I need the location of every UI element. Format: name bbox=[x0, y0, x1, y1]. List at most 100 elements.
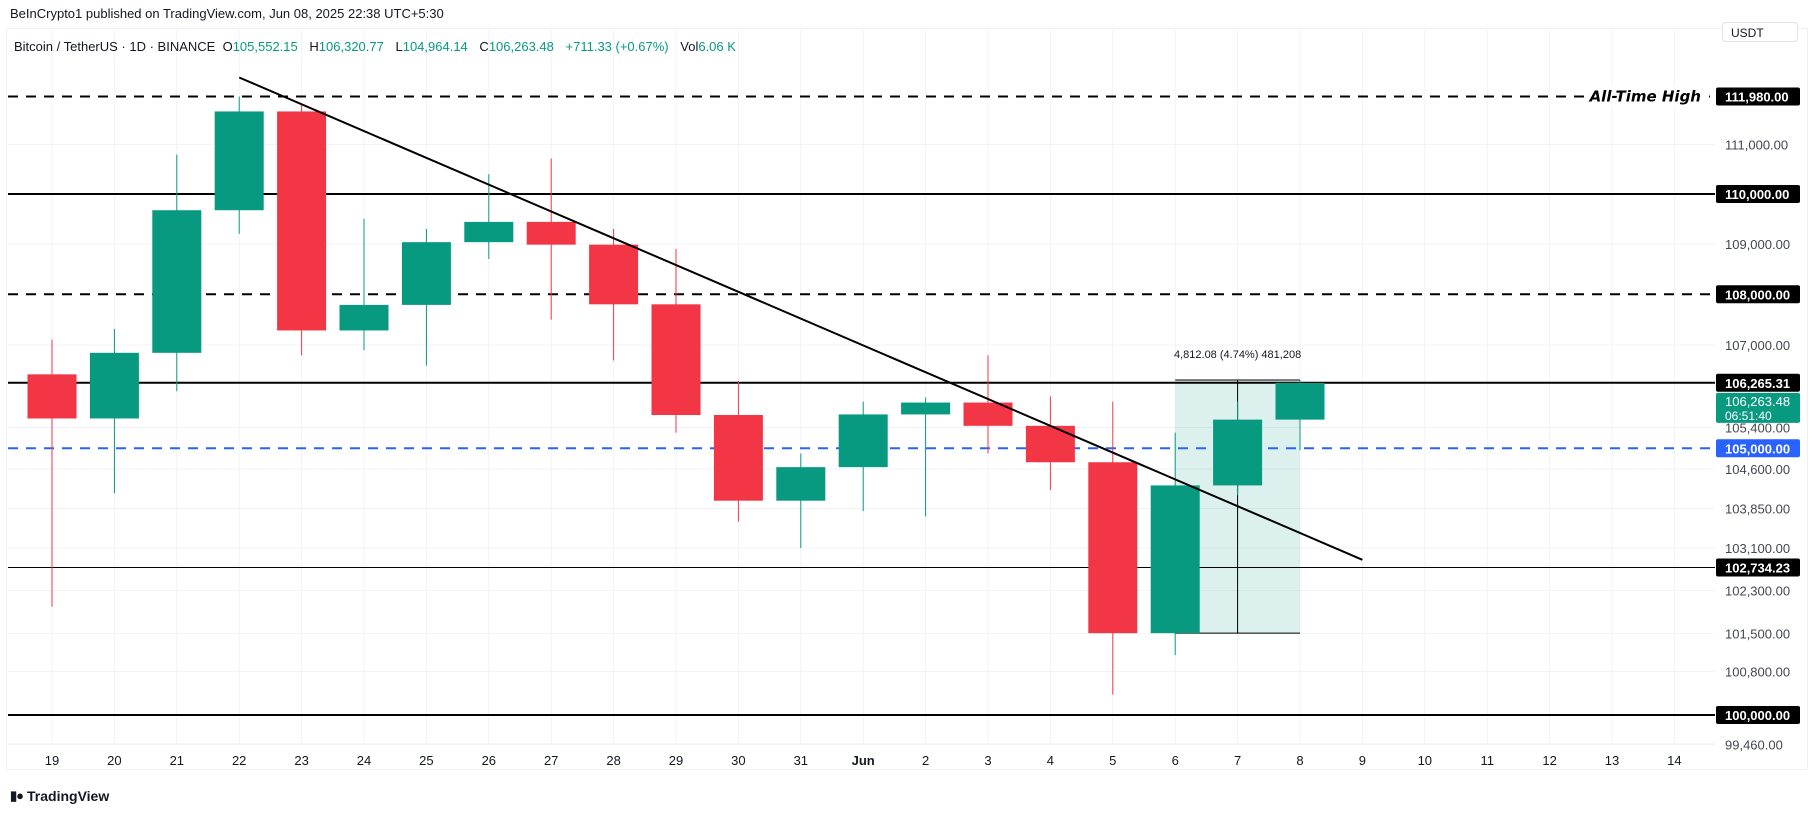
candle-body bbox=[277, 111, 327, 331]
time-tick-label: 29 bbox=[669, 753, 683, 768]
time-tick-label: 9 bbox=[1359, 753, 1366, 768]
annotation-bg bbox=[1593, 86, 1709, 107]
candle-body bbox=[651, 304, 701, 416]
chart-frame bbox=[6, 28, 1808, 770]
high-value: 106,320.77 bbox=[318, 39, 384, 54]
symbol-label[interactable]: Bitcoin / TetherUS · 1D · BINANCE bbox=[14, 39, 216, 54]
time-tick-label: 28 bbox=[606, 753, 620, 768]
published-caption: BeInCrypto1 published on TradingView.com… bbox=[10, 6, 444, 21]
time-tick-label: 19 bbox=[45, 753, 59, 768]
price-tick-label: 105,400.00 bbox=[1725, 420, 1790, 435]
price-level-badge-label: 102,734.23 bbox=[1725, 561, 1790, 576]
high-label: H bbox=[309, 39, 319, 54]
open-value: 105,552.15 bbox=[232, 39, 298, 54]
candle-body bbox=[713, 415, 763, 501]
tradingview-logo-icon: ▮● bbox=[10, 788, 24, 803]
candle-body bbox=[1275, 382, 1325, 420]
candle-body bbox=[339, 304, 389, 331]
price-level-badge bbox=[1716, 185, 1800, 203]
candle-body bbox=[464, 221, 514, 243]
price-level-badge bbox=[1716, 285, 1800, 304]
candle-body bbox=[401, 242, 451, 305]
price-level-badge-label: 111,980.00 bbox=[1725, 89, 1789, 104]
price-tick-label: 111,000.00 bbox=[1725, 138, 1788, 153]
price-tick-label: 103,850.00 bbox=[1725, 501, 1790, 516]
candle-body bbox=[776, 467, 826, 501]
time-tick-label: 20 bbox=[107, 753, 121, 768]
time-tick-label: 26 bbox=[482, 753, 496, 768]
time-tick-label: 2 bbox=[922, 753, 929, 768]
time-tick-label: Jun bbox=[852, 753, 875, 768]
open-label: O bbox=[222, 39, 233, 54]
close-value: 106,263.48 bbox=[488, 39, 554, 54]
time-tick-label: 22 bbox=[232, 753, 246, 768]
candle-body bbox=[89, 352, 139, 419]
price-level-badge bbox=[1716, 373, 1800, 392]
price-tick-label: 102,300.00 bbox=[1725, 584, 1790, 599]
price-level-badge-label: 100,000.00 bbox=[1725, 708, 1790, 723]
time-tick-label: 12 bbox=[1542, 753, 1556, 768]
currency-button[interactable]: USDT bbox=[1722, 22, 1798, 42]
logo-text: TradingView bbox=[27, 788, 110, 804]
time-tick-label: 30 bbox=[731, 753, 745, 768]
candle-body bbox=[1150, 485, 1200, 634]
price-level-badge bbox=[1716, 87, 1800, 106]
price-level-badge bbox=[1716, 705, 1800, 724]
low-value: 104,964.14 bbox=[402, 39, 468, 54]
price-tick-label: 103,100.00 bbox=[1725, 541, 1790, 556]
low-label: L bbox=[395, 39, 403, 54]
candle-body bbox=[901, 402, 951, 415]
countdown-label: 06:51:40 bbox=[1725, 409, 1772, 423]
candle-body bbox=[1025, 425, 1075, 463]
all-time-high-label: All-Time High bbox=[1589, 87, 1701, 105]
candle-body bbox=[1213, 419, 1263, 486]
measure-label: 4,812.08 (4.74%) 481,208 bbox=[1174, 349, 1301, 361]
time-tick-label: 11 bbox=[1480, 753, 1494, 768]
time-tick-label: 21 bbox=[170, 753, 184, 768]
time-tick-label: 25 bbox=[419, 753, 433, 768]
time-tick-label: 7 bbox=[1234, 753, 1241, 768]
price-tick-label: 99,460.00 bbox=[1725, 738, 1783, 753]
trendline bbox=[238, 76, 1363, 561]
candle-body bbox=[963, 402, 1013, 426]
time-tick-label: 10 bbox=[1418, 753, 1432, 768]
price-tick-label: 100,800.00 bbox=[1725, 664, 1790, 679]
time-tick-label: 14 bbox=[1667, 753, 1681, 768]
close-label: C bbox=[479, 39, 489, 54]
price-tick-label: 107,000.00 bbox=[1725, 338, 1790, 353]
tradingview-logo: ▮● TradingView bbox=[10, 788, 109, 804]
candle-body bbox=[838, 414, 888, 468]
time-tick-label: 4 bbox=[1047, 753, 1054, 768]
volume-value: 6.06 K bbox=[698, 39, 736, 54]
candle-body bbox=[27, 374, 77, 419]
candle-body bbox=[526, 221, 576, 245]
price-tick-label: 109,000.00 bbox=[1725, 237, 1790, 252]
price-level-badge bbox=[1716, 558, 1800, 577]
volume-label: Vol bbox=[680, 39, 699, 54]
change-value: +711.33 (+0.67%) bbox=[565, 39, 669, 54]
candle-body bbox=[1088, 462, 1138, 634]
time-tick-label: 23 bbox=[294, 753, 308, 768]
time-tick-label: 13 bbox=[1605, 753, 1619, 768]
price-level-badge-label: 105,000.00 bbox=[1725, 441, 1790, 456]
time-tick-label: 8 bbox=[1296, 753, 1303, 768]
price-level-badge-label: 108,000.00 bbox=[1725, 287, 1790, 302]
time-tick-label: 31 bbox=[794, 753, 808, 768]
candle-body bbox=[589, 244, 639, 305]
time-tick-label: 24 bbox=[357, 753, 371, 768]
time-tick-label: 6 bbox=[1172, 753, 1179, 768]
last-price-label: 106,263.48 bbox=[1725, 394, 1790, 409]
price-tick-label: 101,500.00 bbox=[1725, 627, 1790, 642]
time-tick-label: 5 bbox=[1109, 753, 1116, 768]
time-tick-label: 27 bbox=[544, 753, 558, 768]
price-level-badge-label: 110,000.00 bbox=[1725, 187, 1789, 202]
price-tick-label: 104,600.00 bbox=[1725, 462, 1790, 477]
price-level-badge bbox=[1716, 439, 1800, 458]
candle-body bbox=[152, 210, 202, 353]
time-tick-label: 3 bbox=[984, 753, 991, 768]
last-price-badge bbox=[1716, 392, 1800, 423]
ohlc-legend: Bitcoin / TetherUS · 1D · BINANCE O105,5… bbox=[14, 39, 744, 54]
candle-body bbox=[214, 111, 264, 211]
price-level-badge-label: 106,265.31 bbox=[1725, 376, 1790, 391]
